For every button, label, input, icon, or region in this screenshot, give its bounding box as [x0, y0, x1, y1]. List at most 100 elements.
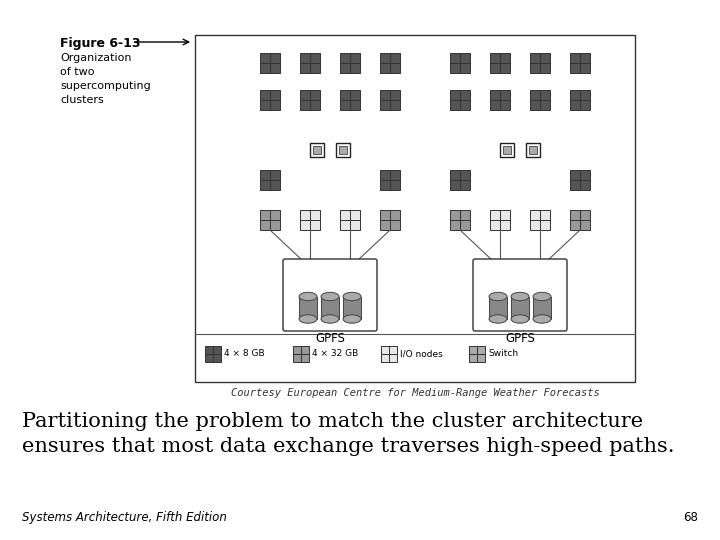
Bar	[460, 210, 469, 220]
Bar	[570, 210, 580, 220]
Bar	[570, 220, 580, 230]
Bar	[580, 180, 590, 190]
Bar	[350, 90, 360, 100]
Bar	[460, 100, 469, 110]
Bar	[382, 346, 389, 354]
Bar	[300, 220, 310, 230]
Bar	[260, 100, 270, 110]
Bar	[310, 53, 320, 63]
Bar	[580, 90, 590, 100]
Bar	[530, 90, 540, 100]
Bar	[350, 100, 360, 110]
Bar	[390, 210, 400, 220]
Bar	[570, 180, 580, 190]
Bar	[450, 53, 460, 63]
Bar	[570, 90, 580, 100]
Bar	[530, 53, 540, 63]
Bar	[310, 100, 320, 110]
Bar	[270, 53, 280, 63]
Bar	[300, 100, 310, 110]
Bar	[260, 220, 270, 230]
Text: GPFS: GPFS	[315, 332, 345, 345]
Bar	[260, 90, 270, 100]
Bar	[450, 100, 460, 110]
Bar	[540, 63, 550, 73]
Bar	[380, 90, 390, 100]
Bar	[490, 100, 500, 110]
Bar	[380, 170, 390, 180]
Bar	[500, 90, 510, 100]
Bar	[195, 35, 635, 382]
Bar	[540, 53, 550, 63]
Bar	[343, 296, 361, 319]
Bar	[270, 210, 280, 220]
Bar	[293, 354, 301, 362]
Bar	[540, 220, 550, 230]
Bar	[390, 100, 400, 110]
Text: I/O nodes: I/O nodes	[400, 349, 443, 359]
Bar	[390, 354, 397, 362]
Ellipse shape	[511, 315, 529, 323]
Text: 4 × 8 GB: 4 × 8 GB	[224, 349, 265, 359]
Bar	[380, 63, 390, 73]
Bar	[530, 210, 540, 220]
Bar	[260, 53, 270, 63]
Bar	[580, 170, 590, 180]
Bar	[350, 220, 360, 230]
Bar	[300, 53, 310, 63]
Bar	[540, 210, 550, 220]
Bar	[310, 220, 320, 230]
Bar	[310, 143, 324, 157]
Bar	[530, 63, 540, 73]
Bar	[490, 220, 500, 230]
Bar	[293, 346, 301, 354]
Bar	[270, 63, 280, 73]
Ellipse shape	[533, 292, 551, 301]
Bar	[580, 210, 590, 220]
Text: Courtesy European Centre for Medium-Range Weather Forecasts: Courtesy European Centre for Medium-Rang…	[230, 388, 599, 398]
Ellipse shape	[343, 315, 361, 323]
Bar	[321, 296, 339, 319]
Bar	[300, 210, 310, 220]
Ellipse shape	[511, 292, 529, 301]
Bar	[380, 220, 390, 230]
Bar	[450, 90, 460, 100]
Bar	[341, 210, 350, 220]
Bar	[500, 143, 514, 157]
Bar	[570, 100, 580, 110]
Bar	[500, 53, 510, 63]
Ellipse shape	[299, 315, 317, 323]
Bar	[540, 100, 550, 110]
Bar	[301, 354, 309, 362]
Bar	[336, 143, 350, 157]
Bar	[341, 100, 350, 110]
Ellipse shape	[321, 315, 339, 323]
Bar	[260, 180, 270, 190]
Text: Switch: Switch	[488, 349, 518, 359]
Bar	[310, 63, 320, 73]
Bar	[390, 180, 400, 190]
Ellipse shape	[299, 292, 317, 301]
Bar	[300, 63, 310, 73]
Ellipse shape	[321, 292, 339, 301]
Ellipse shape	[489, 315, 507, 323]
Bar	[310, 210, 320, 220]
FancyBboxPatch shape	[473, 259, 567, 331]
Bar	[526, 143, 540, 157]
Bar	[500, 220, 510, 230]
Bar	[530, 100, 540, 110]
Bar	[380, 210, 390, 220]
Bar	[450, 220, 460, 230]
Bar	[390, 90, 400, 100]
Bar	[489, 296, 507, 319]
Bar	[270, 170, 280, 180]
Bar	[270, 100, 280, 110]
Bar	[270, 90, 280, 100]
Bar	[260, 210, 270, 220]
Bar	[300, 90, 310, 100]
Bar	[500, 63, 510, 73]
Bar	[469, 346, 477, 354]
Bar	[530, 220, 540, 230]
Text: Systems Architecture, Fifth Edition: Systems Architecture, Fifth Edition	[22, 511, 227, 524]
Bar	[450, 170, 460, 180]
